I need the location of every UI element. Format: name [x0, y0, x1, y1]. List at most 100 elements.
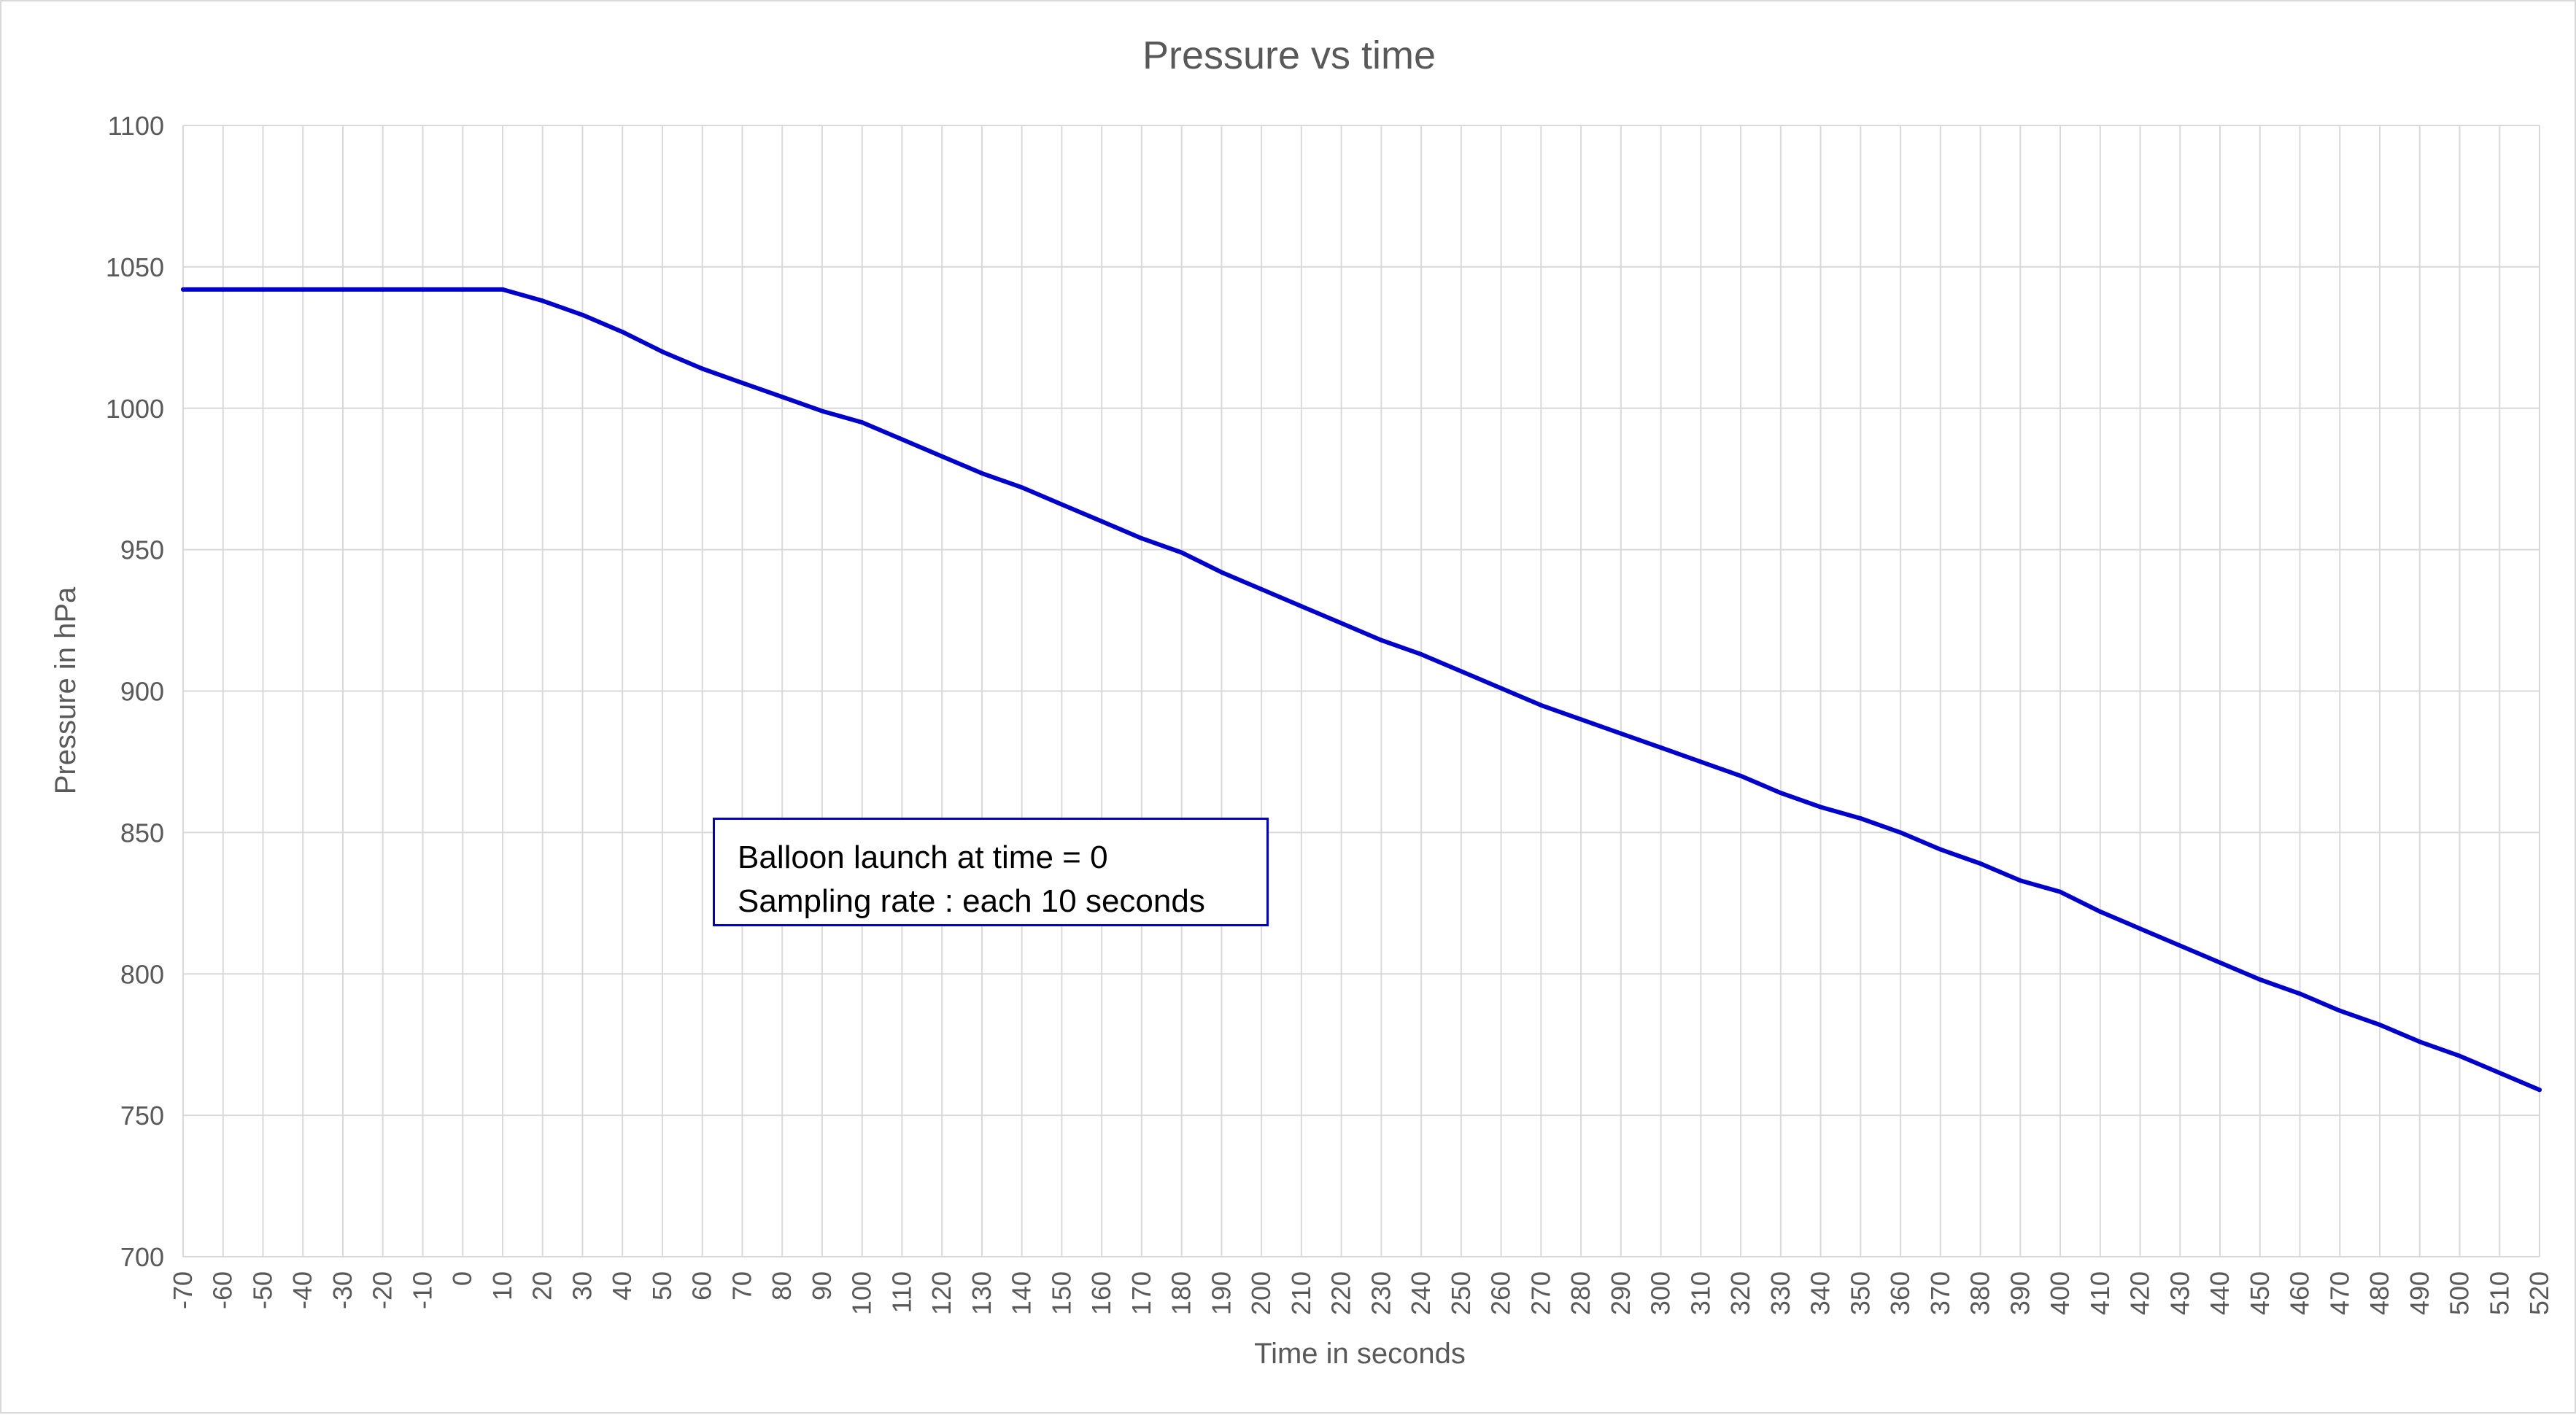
data-point: [2138, 926, 2143, 931]
x-tick-label: 30: [567, 1271, 597, 1300]
x-tick-label: 80: [767, 1271, 797, 1300]
data-point: [420, 287, 425, 292]
x-tick-label: -40: [287, 1271, 317, 1309]
x-tick-label: 380: [1965, 1271, 1995, 1315]
data-point: [2297, 991, 2302, 996]
x-tick-label: 320: [1725, 1271, 1755, 1315]
chart-title: Pressure vs time: [1142, 34, 1436, 77]
data-point: [1099, 519, 1105, 524]
annotation-launch-text: Balloon launch at time = 0: [738, 840, 1108, 875]
x-tick-label: 420: [2125, 1271, 2155, 1315]
x-tick-label: 210: [1286, 1271, 1316, 1315]
data-point: [181, 287, 185, 292]
x-tick-label: -30: [328, 1271, 357, 1309]
x-tick-label: 510: [2484, 1271, 2514, 1315]
x-tick-label: 170: [1126, 1271, 1156, 1315]
x-tick-label: -20: [368, 1271, 398, 1309]
data-point: [620, 330, 625, 335]
data-point: [1858, 815, 1863, 821]
data-point: [2497, 1070, 2502, 1075]
data-point: [1299, 604, 1304, 609]
x-tick-label: -50: [247, 1271, 277, 1309]
x-tick-label: 480: [2364, 1271, 2394, 1315]
data-point: [1498, 686, 1504, 691]
y-axis-ticks: 700 750 800 850 900 950 1000 1050 1100: [106, 111, 164, 1272]
data-point: [819, 408, 824, 414]
data-point: [900, 437, 905, 442]
x-tick-label: 160: [1086, 1271, 1116, 1315]
x-tick-label: 120: [927, 1271, 956, 1315]
data-point: [1618, 731, 1623, 736]
data-point: [220, 287, 225, 292]
x-tick-label: 60: [687, 1271, 717, 1300]
x-tick-label: 280: [1566, 1271, 1596, 1315]
y-tick-label: 700: [120, 1242, 164, 1272]
y-tick-label: 750: [120, 1101, 164, 1131]
x-tick-label: 10: [487, 1271, 517, 1300]
x-tick-label: 340: [1806, 1271, 1836, 1315]
x-tick-label: 130: [967, 1271, 997, 1315]
x-axis-ticks: -70 -60 -50 -40 -30 -20 -10 0 10 20 30 40 50 60 70 80 90…: [168, 1271, 2554, 1315]
x-tick-label: 40: [607, 1271, 637, 1300]
data-point: [1179, 550, 1184, 555]
data-point: [2218, 960, 2223, 965]
x-tick-label: 240: [1406, 1271, 1436, 1315]
x-tick-label: 50: [647, 1271, 677, 1300]
data-point: [1579, 717, 1584, 722]
data-point: [700, 366, 705, 371]
data-point: [2337, 1008, 2343, 1013]
x-tick-label: 450: [2245, 1271, 2275, 1315]
annotation-box: Balloon launch at time = 0 Sampling rate…: [713, 818, 1269, 926]
data-point: [2257, 977, 2262, 982]
y-tick-label: 800: [120, 959, 164, 989]
y-axis-label: Pressure in hPa: [50, 586, 82, 794]
annotation-sampling-text: Sampling rate : each 10 seconds: [738, 883, 1205, 919]
data-point: [460, 287, 465, 292]
x-tick-label: 290: [1606, 1271, 1636, 1315]
series-line: [181, 287, 2542, 1093]
y-tick-label: 1050: [106, 252, 164, 282]
x-tick-label: 360: [1885, 1271, 1915, 1315]
data-point: [660, 349, 665, 354]
x-tick-label: 140: [1007, 1271, 1037, 1315]
data-point: [580, 312, 585, 317]
data-point: [740, 380, 745, 385]
grid: [182, 125, 2540, 1257]
data-point: [1539, 702, 1544, 708]
x-tick-label: 400: [2045, 1271, 2075, 1315]
x-tick-label: 300: [1646, 1271, 1676, 1315]
x-tick-label: 220: [1326, 1271, 1356, 1315]
data-point: [340, 287, 345, 292]
data-point: [260, 287, 266, 292]
data-point: [1898, 830, 1903, 835]
x-tick-label: 430: [2165, 1271, 2194, 1315]
data-point: [1978, 861, 1983, 867]
data-point: [1019, 485, 1024, 490]
x-tick-label: 230: [1366, 1271, 1396, 1315]
data-point: [540, 298, 545, 303]
x-axis-label: Time in seconds: [1254, 1338, 1466, 1370]
x-tick-label: -70: [168, 1271, 198, 1309]
x-tick-label: 250: [1446, 1271, 1476, 1315]
data-point: [1698, 759, 1703, 764]
data-point: [301, 287, 306, 292]
x-tick-label: 460: [2285, 1271, 2315, 1315]
data-point: [859, 420, 865, 425]
x-tick-label: 90: [807, 1271, 837, 1300]
y-tick-label: 850: [120, 818, 164, 848]
x-tick-label: -60: [208, 1271, 238, 1309]
x-tick-label: 390: [2005, 1271, 2035, 1315]
x-tick-label: 260: [1486, 1271, 1516, 1315]
x-tick-label: 20: [527, 1271, 557, 1300]
x-tick-label: 410: [2085, 1271, 2115, 1315]
x-tick-label: -10: [407, 1271, 437, 1309]
data-point: [1059, 502, 1064, 507]
data-point: [2097, 909, 2103, 914]
x-tick-label: 190: [1206, 1271, 1236, 1315]
data-point: [1339, 621, 1344, 626]
data-point: [940, 454, 945, 459]
data-point: [780, 395, 785, 400]
x-tick-label: 440: [2205, 1271, 2235, 1315]
